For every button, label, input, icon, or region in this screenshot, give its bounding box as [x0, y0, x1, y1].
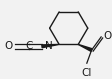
- Text: N: N: [45, 41, 53, 51]
- Text: C: C: [25, 41, 32, 51]
- Polygon shape: [42, 44, 59, 48]
- Text: O: O: [103, 31, 111, 41]
- Polygon shape: [78, 44, 92, 51]
- Text: Cl: Cl: [82, 68, 92, 78]
- Text: O: O: [4, 41, 12, 51]
